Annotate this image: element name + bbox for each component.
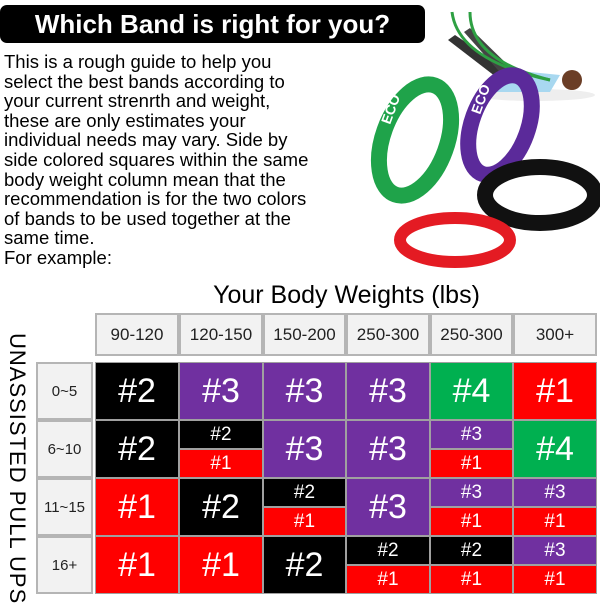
resistance-bands-image: ECO ECO bbox=[370, 11, 600, 268]
table-cell: #3 #1 bbox=[513, 536, 597, 594]
table-cell: #4 bbox=[430, 362, 513, 420]
table-cell: #4 bbox=[513, 420, 597, 478]
table-cell: #3 bbox=[346, 420, 430, 478]
table-cell: #1 bbox=[179, 536, 263, 594]
band-1-label: #1 bbox=[430, 449, 513, 478]
red-band-icon bbox=[394, 212, 516, 268]
band-4-label: #4 bbox=[430, 362, 513, 420]
band-1-label: #1 bbox=[513, 565, 597, 594]
band-1-label: #1 bbox=[430, 507, 513, 536]
row-header: 16+ bbox=[36, 536, 93, 594]
band-3-label: #3 bbox=[263, 420, 346, 478]
intro-line: This is a rough guide to help you bbox=[4, 51, 272, 72]
band-3-label: #3 bbox=[430, 478, 513, 507]
band-2-label: #2 bbox=[179, 420, 263, 449]
intro-line: For example: bbox=[4, 246, 112, 268]
column-header: 300+ bbox=[513, 313, 597, 356]
table-cell: #3 bbox=[263, 420, 346, 478]
column-header: 250-300 bbox=[346, 313, 430, 356]
table-cell: #3 #1 bbox=[430, 420, 513, 478]
table-cell: #3 bbox=[263, 362, 346, 420]
intro-line: same time. bbox=[4, 227, 95, 249]
intro-line: side colored squares within the same bbox=[4, 148, 309, 170]
band-3-label: #3 bbox=[513, 478, 597, 507]
intro-line: your current strenrth and weight, bbox=[4, 90, 271, 112]
band-2-label: #2 bbox=[179, 478, 263, 536]
table-cell: #3 bbox=[179, 362, 263, 420]
column-header: 250-300 bbox=[430, 313, 513, 356]
table-cell: #2 #1 bbox=[346, 536, 430, 594]
intro-line: body weight column mean that the bbox=[4, 168, 286, 190]
table-cell: #2 #1 bbox=[430, 536, 513, 594]
table-cell: #1 bbox=[95, 536, 179, 594]
band-3-label: #3 bbox=[346, 478, 430, 536]
intro-line: select the best bands according to bbox=[4, 70, 285, 92]
band-2-label: #2 bbox=[430, 536, 513, 565]
column-header: 120-150 bbox=[179, 313, 263, 356]
column-title: Your Body Weights (lbs) bbox=[213, 281, 480, 309]
band-2-label: #2 bbox=[95, 420, 179, 478]
table-cell: #3 bbox=[346, 478, 430, 536]
intro-line: individual needs may vary. Side by bbox=[4, 129, 288, 151]
table-cell: #3 bbox=[346, 362, 430, 420]
band-1-label: #1 bbox=[513, 507, 597, 536]
row-header: 11~15 bbox=[36, 478, 93, 536]
band-3-label: #3 bbox=[346, 420, 430, 478]
band-1-label: #1 bbox=[346, 565, 430, 594]
table-cell: #2 bbox=[263, 536, 346, 594]
row-header: 0~5 bbox=[36, 362, 93, 420]
intro-line: recommendation is for the two colors bbox=[4, 188, 307, 210]
column-header: 150-200 bbox=[263, 313, 346, 356]
table-cell: #2 bbox=[95, 362, 179, 420]
band-1-label: #1 bbox=[95, 536, 179, 594]
table-cell: #1 bbox=[95, 478, 179, 536]
row-header: 6~10 bbox=[36, 420, 93, 478]
band-1-label: #1 bbox=[513, 362, 597, 420]
table-cell: #1 bbox=[513, 362, 597, 420]
band-2-label: #2 bbox=[95, 362, 179, 420]
column-header: 90-120 bbox=[95, 313, 179, 356]
band-3-label: #3 bbox=[346, 362, 430, 420]
table-cell: #2 bbox=[179, 478, 263, 536]
table-cell: #2 #1 bbox=[263, 478, 346, 536]
band-3-label: #3 bbox=[430, 420, 513, 449]
row-title: UNASSISTED PULL UPS bbox=[5, 333, 30, 604]
band-2-label: #2 bbox=[263, 478, 346, 507]
band-1-label: #1 bbox=[430, 565, 513, 594]
table-cell: #3 #1 bbox=[513, 478, 597, 536]
intro-line: these are only estimates your bbox=[4, 109, 246, 131]
band-3-label: #3 bbox=[263, 362, 346, 420]
band-2-label: #2 bbox=[263, 536, 346, 594]
band-1-label: #1 bbox=[95, 478, 179, 536]
table-cell: #2 bbox=[95, 420, 179, 478]
green-band-icon bbox=[370, 76, 460, 204]
band-3-label: #3 bbox=[513, 536, 597, 565]
band-4-label: #4 bbox=[513, 420, 597, 478]
intro-text: This is a rough guide to help you select … bbox=[4, 52, 308, 268]
black-band-icon bbox=[477, 159, 600, 231]
band-1-label: #1 bbox=[179, 449, 263, 478]
page-title: Which Band is right for you? bbox=[0, 5, 425, 43]
intro-line: of bands to be used together at the bbox=[4, 207, 291, 229]
table-cell: #3 #1 bbox=[430, 478, 513, 536]
band-2-label: #2 bbox=[346, 536, 430, 565]
band-3-label: #3 bbox=[179, 362, 263, 420]
band-1-label: #1 bbox=[179, 536, 263, 594]
purple-band-icon bbox=[460, 67, 540, 183]
band-1-label: #1 bbox=[263, 507, 346, 536]
table-cell: #2 #1 bbox=[179, 420, 263, 478]
